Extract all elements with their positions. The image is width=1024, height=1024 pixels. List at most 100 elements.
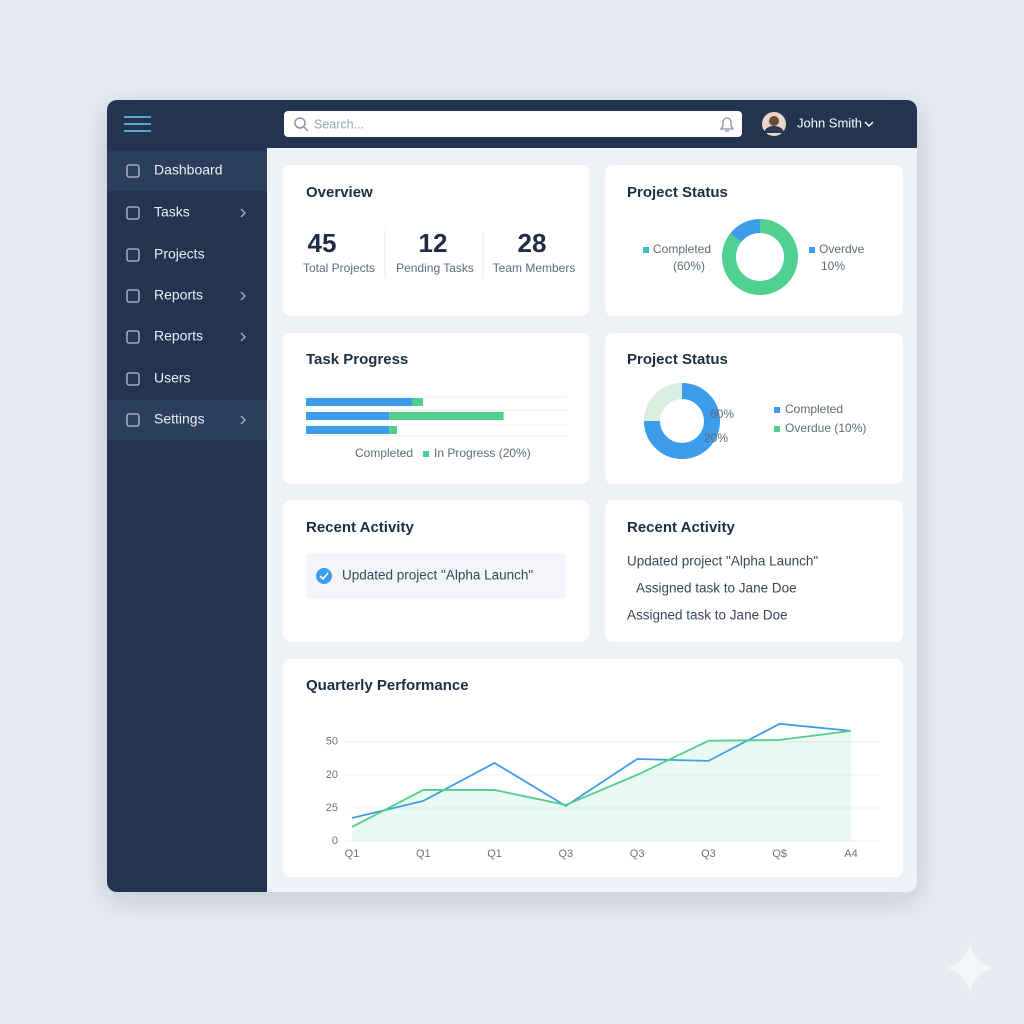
- menu-label[interactable]: Settings: [154, 411, 205, 427]
- legend-label: Completed: [653, 242, 711, 256]
- sidebar-menu: Dashboard Tasks Projects Reports Reports User…: [107, 151, 267, 440]
- notification-icon[interactable]: [719, 117, 735, 132]
- legend-label: In Progress (20%): [434, 446, 531, 460]
- legend-marker: [774, 407, 780, 413]
- activity-text: Assigned task to Jane Doe: [627, 608, 788, 623]
- y-tick-label: 0: [332, 835, 338, 847]
- area: [352, 730, 851, 841]
- y-tick-label: 50: [326, 736, 338, 748]
- x-tick-label: Q1: [345, 848, 360, 860]
- card: [283, 659, 903, 877]
- sidebar: [107, 100, 267, 892]
- activity-text: Updated project "Alpha Launch": [342, 568, 533, 583]
- legend-marker: [423, 451, 429, 457]
- stat-label: Total Projects: [303, 261, 375, 275]
- menu-highlight: [107, 400, 267, 440]
- card-title: Task Progress: [306, 351, 408, 368]
- stat-label: Team Members: [493, 261, 576, 275]
- search-icon: [294, 117, 306, 129]
- bar-segment: [306, 412, 390, 420]
- card: [283, 333, 589, 484]
- search-box[interactable]: [284, 111, 742, 137]
- menu-label[interactable]: Dashboard: [154, 162, 223, 178]
- stat-value: 12: [419, 228, 448, 258]
- legend-label: Overdue (10%): [785, 421, 866, 435]
- menu-chevron[interactable]: [240, 332, 246, 342]
- card: [605, 500, 903, 642]
- menu-chevron[interactable]: [240, 415, 246, 425]
- donut-slice: [730, 219, 761, 243]
- activity-text: Assigned task to Jane Doe: [636, 581, 797, 596]
- menu-label[interactable]: Users: [154, 370, 191, 386]
- legend-label: Completed: [785, 402, 843, 416]
- line: [351, 729, 852, 828]
- sparkle: [946, 942, 994, 994]
- menu-icon: [126, 330, 140, 344]
- user-menu-chevron[interactable]: [864, 121, 874, 127]
- menu-icon: [126, 206, 140, 220]
- slice-label: 60%: [710, 407, 734, 421]
- legend-marker: [774, 426, 780, 432]
- menu-icon: [126, 413, 140, 427]
- stat-value: 45: [308, 228, 337, 258]
- legend-label: Completed: [355, 446, 413, 460]
- y-tick-label: 20: [326, 769, 338, 781]
- card-title: Quarterly Performance: [306, 677, 469, 694]
- line: [351, 722, 852, 819]
- menu-icon: [126, 372, 140, 386]
- menu-chevron[interactable]: [240, 291, 246, 301]
- window-chrome: [107, 100, 917, 892]
- x-tick-label: Q3: [630, 848, 645, 860]
- bar-segment: [389, 412, 504, 420]
- bar-segment: [412, 398, 423, 406]
- y-tick-label: 25: [326, 802, 338, 814]
- donut-slice: [722, 219, 798, 295]
- menu-label[interactable]: Tasks: [154, 204, 190, 220]
- activity-text: Updated project "Alpha Launch": [627, 554, 818, 569]
- card: [283, 165, 589, 316]
- menu-icon: [126, 248, 140, 262]
- activity-icon-check: [319, 572, 329, 581]
- activity-item-box: [306, 553, 566, 599]
- x-tick-label: Q3: [701, 848, 716, 860]
- x-tick-label: Q$: [772, 848, 787, 860]
- menu-label[interactable]: Projects: [154, 246, 205, 262]
- donut-slice: [644, 383, 720, 459]
- menu-chevron[interactable]: [240, 208, 246, 218]
- stat-label: Pending Tasks: [396, 261, 474, 275]
- card-title: Project Status: [627, 184, 728, 201]
- menu-icon: [126, 164, 140, 178]
- card-title: Recent Activity: [306, 519, 414, 536]
- x-tick-label: Q1: [487, 848, 502, 860]
- x-tick-label: Q3: [559, 848, 574, 860]
- menu-label[interactable]: Reports: [154, 287, 203, 303]
- activity-icon: [316, 568, 332, 584]
- menu-highlight: [107, 151, 267, 191]
- card-title: Project Status: [627, 351, 728, 368]
- bar-segment: [306, 398, 413, 406]
- card: [605, 165, 903, 316]
- user-name[interactable]: John Smith: [797, 115, 862, 130]
- avatar-body: [764, 126, 784, 133]
- legend-label: Overdve: [819, 242, 865, 256]
- x-tick-label: A4: [844, 848, 857, 860]
- menu-icon: [126, 289, 140, 303]
- legend-value: (60%): [673, 259, 705, 273]
- donut-slice: [644, 383, 683, 422]
- menu-button[interactable]: [124, 116, 151, 132]
- legend-marker: [809, 247, 815, 253]
- legend-value: 10%: [821, 259, 845, 273]
- x-tick-label: Q1: [416, 848, 431, 860]
- menu-label[interactable]: Reports: [154, 328, 203, 344]
- legend-marker: [643, 247, 649, 253]
- search-placeholder: Search...: [314, 117, 364, 131]
- stat-value: 28: [518, 228, 547, 258]
- search-icon: [303, 126, 309, 132]
- avatar-face: [769, 116, 779, 126]
- card-title: Recent Activity: [627, 519, 735, 536]
- card-title: Overview: [306, 184, 373, 201]
- bar-segment: [389, 426, 397, 434]
- bar-segment: [306, 426, 390, 434]
